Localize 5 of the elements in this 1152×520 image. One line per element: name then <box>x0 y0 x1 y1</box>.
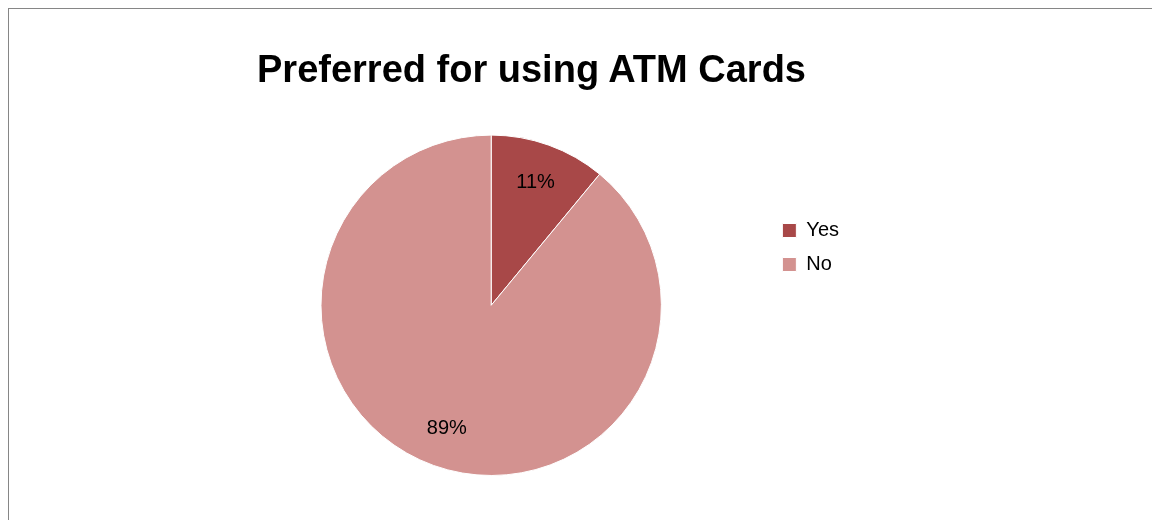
data-label: 89% <box>426 416 468 439</box>
chart-title: Preferred for using ATM Cards <box>257 48 806 91</box>
legend-label: No <box>806 252 832 275</box>
data-label: 11% <box>516 169 556 192</box>
legend-label: Yes <box>806 218 840 241</box>
